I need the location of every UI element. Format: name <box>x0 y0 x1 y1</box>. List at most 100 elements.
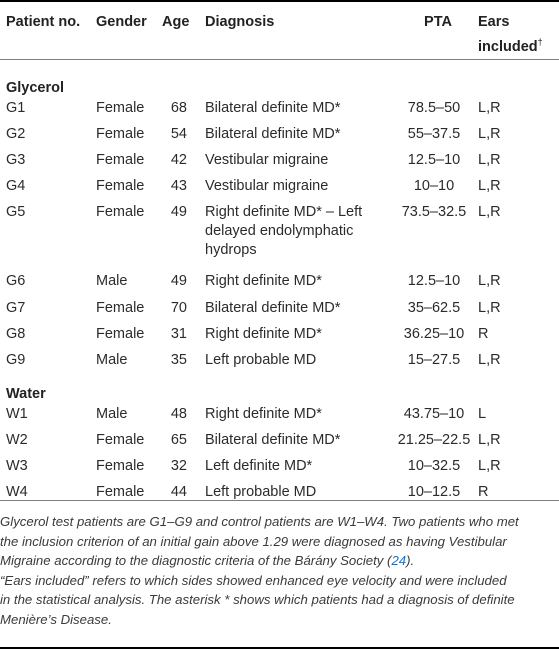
cell-diagnosis: Right definite MD* <box>205 326 322 342</box>
cell-patient-no: G5 <box>6 204 26 220</box>
table-bottom-rule <box>0 500 559 501</box>
cell-gender: Male <box>96 352 128 368</box>
header-ears-line1: Ears <box>478 14 510 30</box>
figure-bottom-rule <box>0 647 559 649</box>
cell-gender: Female <box>96 326 145 342</box>
cell-ears-included: L,R <box>478 152 501 168</box>
cell-pta: 10–32.5 <box>407 458 461 474</box>
cell-age: 68 <box>170 100 187 116</box>
section-glycerol: Glycerol <box>6 80 65 96</box>
cell-patient-no: G7 <box>6 300 26 316</box>
cell-pta: 12.5–10 <box>407 152 461 168</box>
cell-gender: Male <box>96 406 128 422</box>
cell-diagnosis: Bilateral definite MD* <box>205 100 341 116</box>
cell-pta: 36.25–10 <box>403 326 465 342</box>
cell-diagnosis: Left probable MD <box>205 352 317 368</box>
cell-age: 42 <box>170 152 187 168</box>
cell-gender: Female <box>96 152 145 168</box>
cell-ears-included: L,R <box>478 300 501 316</box>
cell-gender: Female <box>96 300 145 316</box>
cell-pta: 10–10 <box>413 178 455 194</box>
cell-ears-included: L,R <box>478 432 501 448</box>
cell-ears-included: L,R <box>478 178 501 194</box>
cell-gender: Female <box>96 432 145 448</box>
cell-patient-no: G3 <box>6 152 26 168</box>
cell-diagnosis: Right definite MD* – Left <box>205 204 363 220</box>
cell-age: 54 <box>170 126 187 142</box>
footnote-line: in the statistical analysis. The asteris… <box>0 592 515 607</box>
cell-gender: Female <box>96 178 145 194</box>
cell-patient-no: W3 <box>6 458 28 474</box>
section-water: Water <box>6 386 46 402</box>
cell-pta: 12.5–10 <box>407 273 461 289</box>
table-footnotes: Glycerol test patients are G1–G9 and con… <box>0 512 552 629</box>
reference-link[interactable]: 24 <box>391 553 407 568</box>
cell-patient-no: W2 <box>6 432 28 448</box>
cell-pta: 43.75–10 <box>403 406 465 422</box>
cell-age: 65 <box>170 432 187 448</box>
footnote-line: “Ears included” refers to which sides sh… <box>0 572 507 588</box>
footnote-line: Glycerol test patients are G1–G9 and con… <box>0 514 519 529</box>
cell-age: 70 <box>170 300 187 316</box>
header-diagnosis: Diagnosis <box>205 14 275 30</box>
footnote-line: the inclusion criterion of an initial ga… <box>0 533 507 549</box>
cell-patient-no: G9 <box>6 352 26 368</box>
cell-age: 31 <box>170 326 187 342</box>
cell-gender: Female <box>96 484 145 500</box>
cell-gender: Female <box>96 126 145 142</box>
cell-pta: 78.5–50 <box>407 100 461 116</box>
header-bottom-rule <box>0 59 559 60</box>
cell-age: 49 <box>170 204 187 220</box>
cell-patient-no: W4 <box>6 484 28 500</box>
cell-ears-included: R <box>478 326 489 342</box>
cell-ears-included: L <box>478 406 487 422</box>
cell-diagnosis: hydrops <box>205 242 257 258</box>
dagger-mark: † <box>537 37 543 47</box>
cell-patient-no: G8 <box>6 326 26 342</box>
cell-age: 35 <box>170 352 187 368</box>
cell-age: 44 <box>170 484 187 500</box>
header-gender: Gender <box>96 14 147 30</box>
cell-age: 48 <box>170 406 187 422</box>
header-age: Age <box>162 14 190 30</box>
cell-pta: 55–37.5 <box>407 126 461 142</box>
cell-ears-included: L,R <box>478 204 501 220</box>
cell-pta: 21.25–22.5 <box>397 432 471 448</box>
cell-patient-no: G4 <box>6 178 26 194</box>
cell-ears-included: L,R <box>478 458 501 474</box>
cell-diagnosis: Left definite MD* <box>205 458 313 474</box>
cell-diagnosis: delayed endolymphatic <box>205 223 354 239</box>
cell-ears-included: L,R <box>478 126 501 142</box>
cell-diagnosis: Right definite MD* <box>205 273 322 289</box>
cell-patient-no: W1 <box>6 406 28 422</box>
cell-age: 49 <box>170 273 187 289</box>
cell-diagnosis: Vestibular migraine <box>205 178 329 194</box>
cell-diagnosis: Bilateral definite MD* <box>205 126 341 142</box>
cell-ears-included: L,R <box>478 273 501 289</box>
cell-pta: 35–62.5 <box>407 300 461 316</box>
cell-patient-no: G6 <box>6 273 26 289</box>
cell-gender: Female <box>96 204 145 220</box>
footnote-line: Migraine according to the diagnostic cri… <box>0 553 415 568</box>
cell-diagnosis: Bilateral definite MD* <box>205 432 341 448</box>
cell-diagnosis: Right definite MD* <box>205 406 322 422</box>
footnote-line: Menière’s Disease. <box>0 611 112 627</box>
cell-diagnosis: Left probable MD <box>205 484 317 500</box>
cell-pta: 73.5–32.5 <box>401 204 467 220</box>
cell-pta: 15–27.5 <box>407 352 461 368</box>
cell-gender: Female <box>96 458 145 474</box>
cell-patient-no: G1 <box>6 100 26 116</box>
table-top-rule <box>0 0 559 2</box>
cell-age: 43 <box>170 178 187 194</box>
cell-ears-included: L,R <box>478 100 501 116</box>
cell-ears-included: R <box>478 484 489 500</box>
cell-ears-included: L,R <box>478 352 501 368</box>
cell-gender: Female <box>96 100 145 116</box>
header-pta: PTA <box>424 14 452 30</box>
cell-patient-no: G2 <box>6 126 26 142</box>
cell-age: 32 <box>170 458 187 474</box>
header-ears-line2: included† <box>478 37 543 55</box>
cell-pta: 10–12.5 <box>407 484 461 500</box>
cell-diagnosis: Bilateral definite MD* <box>205 300 341 316</box>
